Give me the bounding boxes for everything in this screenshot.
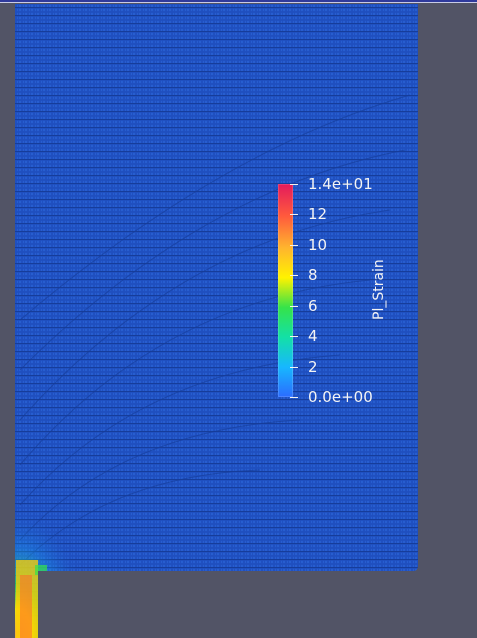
- colorbar-gradient: [278, 184, 293, 397]
- colorbar-title: Pl_Strain: [371, 259, 387, 320]
- colorbar-tick-label: 0.0e+00: [308, 388, 373, 406]
- strain-band-core: [20, 575, 32, 638]
- colorbar-tick-label: 2: [308, 358, 318, 376]
- colorbar-tick-label: 4: [308, 327, 318, 345]
- colorbar-tick-label: 1.4e+01: [308, 175, 373, 193]
- colorbar-tick: [290, 275, 298, 276]
- void-region: [38, 571, 477, 638]
- colorbar-tick: [290, 214, 298, 215]
- window-top-border: [0, 0, 477, 3]
- colorbar-tick-label: 10: [308, 236, 328, 254]
- colorbar-frame[interactable]: [278, 184, 293, 397]
- colorbar-tick: [290, 184, 298, 185]
- colorbar-tick: [290, 336, 298, 337]
- strain-band-edge: [35, 565, 47, 575]
- colorbar-tick: [290, 245, 298, 246]
- colorbar-tick-label: 8: [308, 266, 318, 284]
- colorbar-tick: [290, 397, 298, 398]
- colorbar-tick-label: 6: [308, 297, 318, 315]
- colorbar-tick: [290, 367, 298, 368]
- colorbar-tick: [290, 306, 298, 307]
- colorbar-tick-label: 12: [308, 205, 328, 223]
